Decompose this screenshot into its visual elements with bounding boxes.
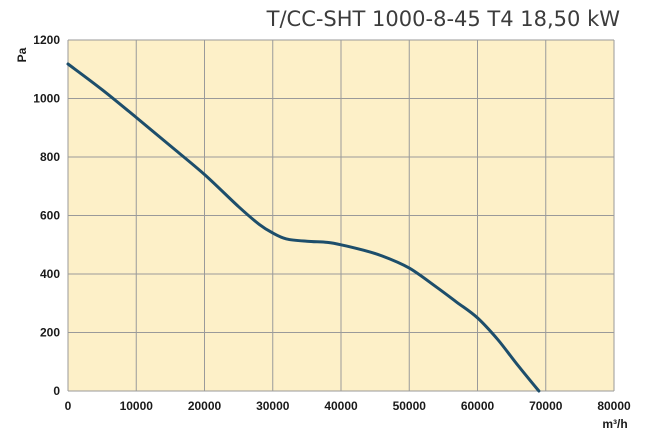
x-tick-label: 20000 xyxy=(188,399,222,413)
x-tick-label: 50000 xyxy=(393,399,427,413)
x-tick-label: 0 xyxy=(65,399,72,413)
chart-title: T/CC-SHT 1000-8-45 T4 18,50 kW xyxy=(266,7,621,31)
gridlines xyxy=(67,39,615,392)
y-tick-label: 1000 xyxy=(33,92,60,106)
y-tick-label: 1200 xyxy=(33,33,60,47)
x-tick-label: 70000 xyxy=(529,399,563,413)
y-axis-label: Pa xyxy=(15,47,29,62)
y-tick-label: 800 xyxy=(40,150,60,164)
y-tick-label: 600 xyxy=(40,209,60,223)
x-axis-label: m³/h xyxy=(602,417,627,431)
y-tick-label: 0 xyxy=(53,384,60,398)
y-tick-labels: 0 200 400 600 800 1000 1200 xyxy=(33,33,60,398)
x-tick-label: 80000 xyxy=(597,399,631,413)
x-tick-labels: 0 10000 20000 30000 40000 50000 60000 70000 8000… xyxy=(65,399,631,413)
y-tick-label: 200 xyxy=(40,326,60,340)
y-tick-label: 400 xyxy=(40,267,60,281)
fan-curve-line xyxy=(66,62,541,393)
x-tick-label: 40000 xyxy=(324,399,358,413)
x-tick-label: 60000 xyxy=(461,399,495,413)
x-tick-label: 10000 xyxy=(120,399,154,413)
x-tick-label: 30000 xyxy=(256,399,290,413)
